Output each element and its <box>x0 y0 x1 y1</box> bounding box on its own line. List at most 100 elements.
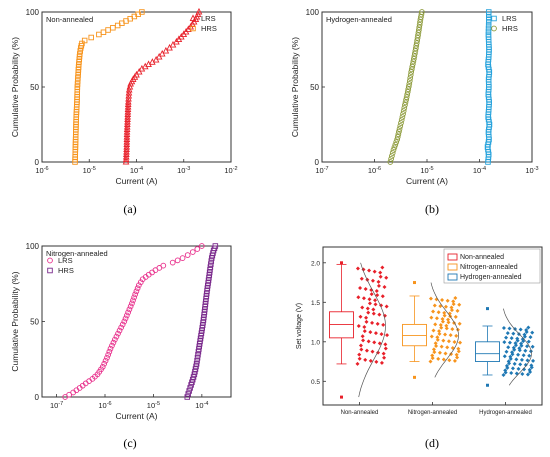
legend-label: HRS <box>502 24 518 33</box>
data-point <box>455 355 460 360</box>
y-tick-label: 50 <box>30 318 39 327</box>
data-point <box>392 141 399 148</box>
data-point <box>77 48 83 54</box>
y-tick-label: 50 <box>310 83 319 92</box>
panel-title: Nitrogen-annealed <box>46 249 108 258</box>
data-point <box>525 344 530 349</box>
data-point <box>519 357 524 362</box>
data-point <box>366 339 371 344</box>
data-point <box>397 123 404 129</box>
data-point <box>511 331 516 336</box>
data-point <box>195 7 203 15</box>
data-point <box>515 338 520 343</box>
data-point <box>109 342 115 349</box>
x-tick-label: 10-7 <box>50 401 63 410</box>
data-point <box>410 58 417 65</box>
data-point <box>194 354 201 361</box>
data-point <box>106 348 113 355</box>
data-point <box>382 355 387 360</box>
data-point <box>374 289 379 294</box>
data-point <box>437 329 442 334</box>
x-tick-label: 10-5 <box>147 401 160 410</box>
y-tick-label: 1.5 <box>311 300 320 307</box>
data-point <box>407 75 414 81</box>
chart-panel-4: (d) 0.5 1.0 1.5 2.0 Set voltage (V) Non-anneal… <box>296 246 543 450</box>
series-hrs <box>387 9 425 165</box>
data-point <box>377 312 382 317</box>
data-point <box>193 361 200 367</box>
x-axis-label: Current (A) <box>406 176 448 186</box>
data-point <box>382 284 387 289</box>
data-point <box>212 243 219 249</box>
data-point <box>389 153 395 159</box>
data-point <box>418 11 425 18</box>
data-point <box>440 298 445 303</box>
data-point <box>504 335 509 340</box>
data-point <box>110 339 117 346</box>
data-point <box>521 339 526 344</box>
data-point <box>436 356 441 361</box>
data-point <box>527 353 532 358</box>
data-point <box>375 321 380 326</box>
legend-label: Hydrogen-annealed <box>460 274 522 281</box>
data-point <box>112 336 118 343</box>
data-point <box>441 338 446 343</box>
data-point <box>384 304 389 309</box>
data-point <box>372 269 377 274</box>
data-point <box>438 323 443 328</box>
data-point <box>169 259 176 266</box>
data-point <box>360 334 365 339</box>
data-point <box>435 335 440 340</box>
legend-marker <box>491 15 497 22</box>
data-point <box>189 249 196 255</box>
data-point <box>531 358 536 363</box>
data-point <box>453 314 458 319</box>
y-tick-label: 0 <box>315 158 320 167</box>
data-point <box>123 312 130 319</box>
legend-box <box>443 248 541 284</box>
data-point <box>378 274 383 279</box>
data-point <box>447 358 452 363</box>
data-point <box>417 19 423 25</box>
data-point <box>359 347 364 352</box>
data-point <box>415 32 421 39</box>
data-point <box>356 323 361 328</box>
data-point <box>383 346 388 351</box>
data-point <box>195 351 201 358</box>
data-point <box>361 338 366 343</box>
y-tick-label: 0.5 <box>311 379 320 386</box>
panel-caption: (b) <box>425 202 439 216</box>
y-tick-label: 1.0 <box>311 339 320 346</box>
data-point <box>442 313 447 318</box>
legend-label: HRS <box>58 266 74 275</box>
data-point <box>485 22 492 29</box>
data-point <box>187 385 193 391</box>
data-point <box>365 306 370 311</box>
legend: Non-annealed Nitrogen-annealed Hydrogen-an… <box>443 248 541 284</box>
min-marker <box>486 383 489 387</box>
data-point <box>399 114 406 120</box>
series-hrs <box>72 9 145 165</box>
data-point <box>384 275 389 280</box>
legend-marker <box>47 257 53 264</box>
data-point <box>129 300 135 307</box>
panel-title: Non-annealed <box>46 15 93 24</box>
series-hrs <box>184 243 219 400</box>
data-point <box>407 72 414 78</box>
data-point <box>431 347 436 352</box>
legend-marker <box>190 25 196 32</box>
data-point <box>506 345 511 350</box>
data-point <box>368 358 373 363</box>
data-point <box>362 329 367 334</box>
legend-label: LRS <box>58 256 73 265</box>
data-point <box>99 363 106 370</box>
data-point <box>501 372 506 377</box>
data-point <box>131 294 137 301</box>
data-point <box>75 75 81 81</box>
data-point <box>411 53 418 60</box>
data-point <box>380 265 385 270</box>
data-point <box>446 320 451 325</box>
